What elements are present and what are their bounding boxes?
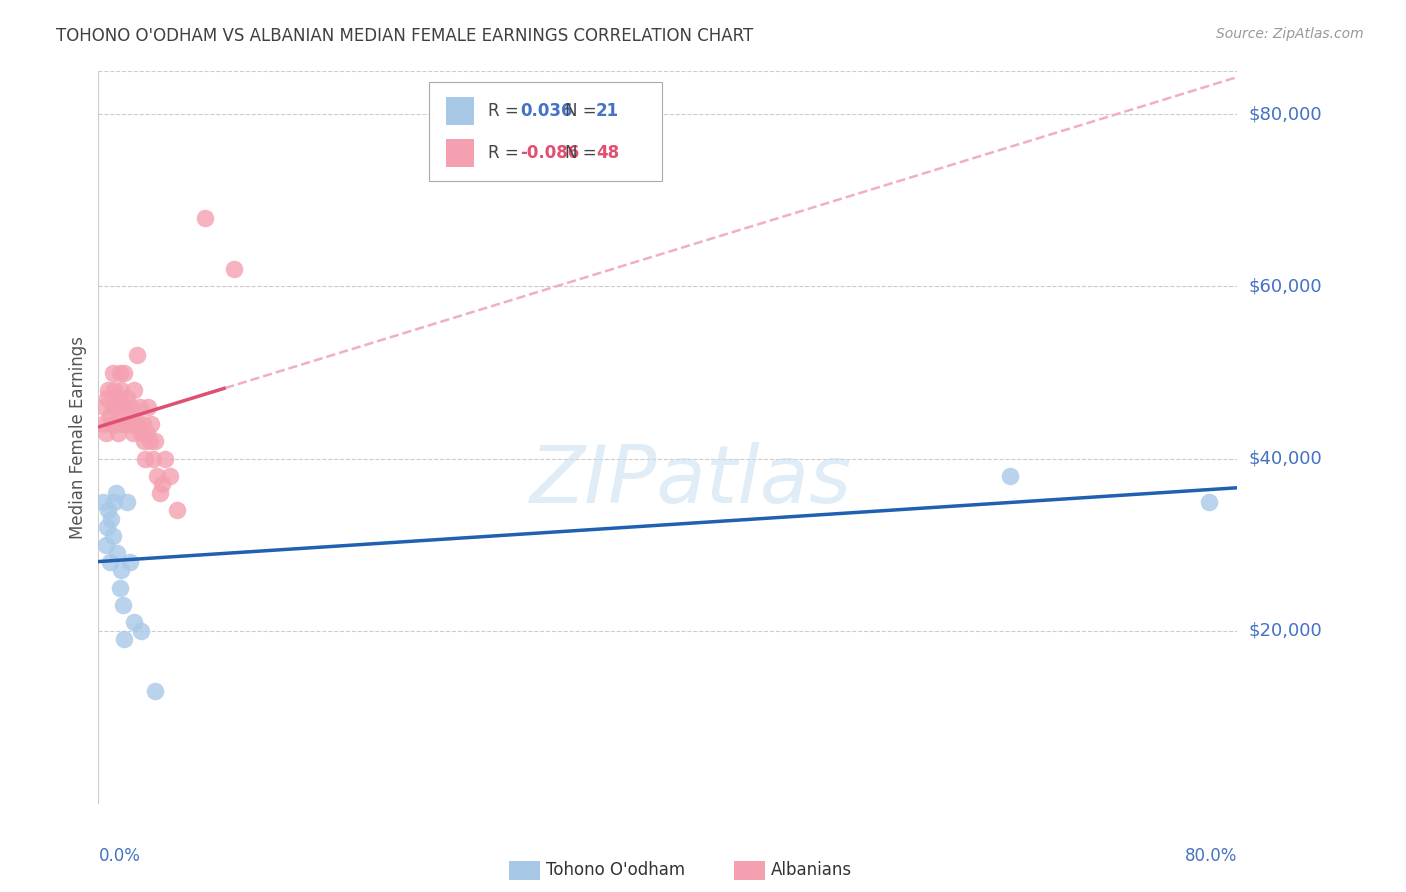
Point (98, 409, 121, 423)
FancyBboxPatch shape (446, 139, 474, 167)
Point (131, 417, 153, 432)
Text: Tohono O'odham: Tohono O'odham (546, 861, 685, 879)
Text: 48: 48 (596, 144, 619, 161)
Point (139, 417, 162, 432)
Point (134, 451, 156, 466)
Point (132, 434, 155, 449)
Y-axis label: Median Female Earnings: Median Female Earnings (69, 335, 87, 539)
Text: -0.086: -0.086 (520, 144, 579, 161)
Point (138, 434, 160, 449)
Point (107, 425, 129, 440)
Point (125, 348, 148, 362)
Point (121, 425, 143, 440)
Point (114, 417, 136, 432)
Point (159, 468, 181, 483)
Point (155, 451, 177, 466)
Text: $40,000: $40,000 (1249, 450, 1322, 467)
Point (145, 434, 167, 449)
FancyBboxPatch shape (446, 96, 474, 125)
Point (98, 555, 121, 569)
Point (111, 417, 134, 432)
Point (112, 366, 135, 380)
Point (104, 486, 127, 500)
Point (124, 417, 146, 432)
Point (101, 366, 124, 380)
Text: $80,000: $80,000 (1249, 105, 1322, 123)
Point (141, 451, 163, 466)
Point (110, 564, 132, 578)
FancyBboxPatch shape (429, 82, 662, 181)
Point (127, 417, 149, 432)
Text: N =: N = (565, 102, 602, 120)
Text: Source: ZipAtlas.com: Source: ZipAtlas.com (1216, 27, 1364, 41)
Point (118, 555, 141, 569)
Point (101, 400, 124, 414)
Point (149, 486, 172, 500)
Point (120, 400, 142, 414)
Text: 80.0%: 80.0% (1185, 847, 1237, 864)
Text: ZIPatlas: ZIPatlas (530, 442, 852, 520)
Point (105, 546, 128, 560)
Point (122, 383, 145, 397)
Text: 21: 21 (596, 102, 619, 120)
Point (146, 468, 169, 483)
Point (129, 425, 152, 440)
Point (103, 494, 125, 508)
Point (108, 366, 131, 380)
Point (97, 503, 120, 517)
Point (118, 417, 141, 432)
Point (101, 529, 124, 543)
Point (103, 383, 125, 397)
Point (93, 400, 115, 414)
Point (96, 392, 118, 406)
Text: R =: R = (488, 102, 524, 120)
Text: N =: N = (565, 144, 602, 161)
Text: $60,000: $60,000 (1249, 277, 1322, 295)
Point (108, 392, 131, 406)
Point (91, 417, 114, 432)
Text: 0.0%: 0.0% (98, 847, 141, 864)
Text: TOHONO O'ODHAM VS ALBANIAN MEDIAN FEMALE EARNINGS CORRELATION CHART: TOHONO O'ODHAM VS ALBANIAN MEDIAN FEMALE… (56, 27, 754, 45)
Point (104, 417, 127, 432)
Point (112, 400, 135, 414)
Point (194, 211, 217, 225)
Point (129, 624, 152, 638)
Point (112, 632, 135, 647)
Point (117, 409, 139, 423)
Point (97, 383, 120, 397)
Point (100, 417, 122, 432)
Point (115, 494, 138, 508)
Point (122, 615, 145, 629)
Point (145, 684, 167, 698)
Point (166, 503, 188, 517)
Point (91, 494, 114, 508)
Point (105, 400, 128, 414)
Text: 0.036: 0.036 (520, 102, 572, 120)
Point (111, 598, 134, 612)
Point (110, 383, 132, 397)
Point (115, 392, 138, 406)
Point (128, 400, 150, 414)
Point (94, 538, 117, 552)
Point (222, 262, 245, 277)
Point (96, 520, 118, 534)
Point (94, 425, 117, 440)
Point (135, 425, 157, 440)
Point (136, 400, 159, 414)
Text: Albanians: Albanians (770, 861, 852, 879)
Point (1198, 494, 1220, 508)
Text: R =: R = (488, 144, 524, 161)
Point (108, 581, 131, 595)
Text: $20,000: $20,000 (1249, 622, 1322, 640)
Point (100, 512, 122, 526)
Point (998, 468, 1021, 483)
Point (152, 477, 174, 491)
